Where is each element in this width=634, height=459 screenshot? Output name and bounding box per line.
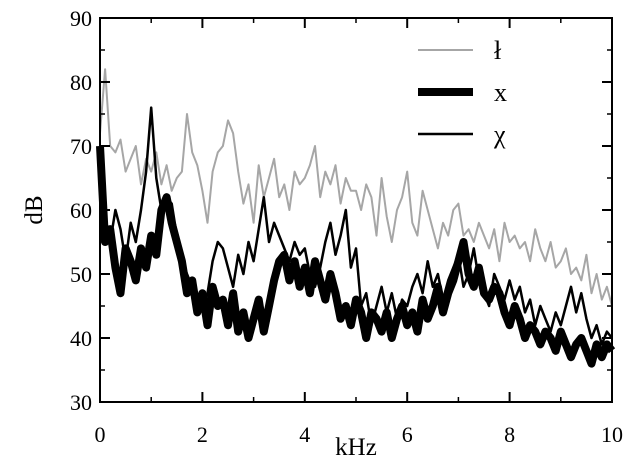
series-line-3 <box>98 106 613 346</box>
y-tick-label: 30 <box>70 390 92 415</box>
y-tick-label: 80 <box>70 70 92 95</box>
x-axis-title: kHz <box>335 434 377 459</box>
plot-series <box>96 68 616 368</box>
x-axis: 0 2 4 6 8 10 <box>95 18 623 447</box>
x-tick-label: 4 <box>299 422 310 447</box>
x-tick-label: 8 <box>504 422 515 447</box>
series-line-2 <box>96 145 616 368</box>
y-tick-label: 70 <box>70 134 92 159</box>
y-axis-title: dB <box>21 195 48 224</box>
x-tick-label: 0 <box>95 422 106 447</box>
x-tick-label: 2 <box>197 422 208 447</box>
y-tick-label: 60 <box>70 198 92 223</box>
y-tick-label: 90 <box>70 6 92 31</box>
series-line-1 <box>99 68 613 307</box>
x-tick-label: 10 <box>601 422 623 447</box>
y-tick-label: 40 <box>70 326 92 351</box>
plot-frame <box>99 17 613 403</box>
legend-label-3: χ <box>493 120 506 149</box>
legend-label-2: x <box>494 78 507 107</box>
legend: łxχ <box>418 36 507 149</box>
y-axis: 30 40 50 60 70 80 90 <box>70 6 612 415</box>
legend-label-1: ł <box>494 36 502 65</box>
y-tick-label: 50 <box>70 262 92 287</box>
x-tick-label: 6 <box>402 422 413 447</box>
